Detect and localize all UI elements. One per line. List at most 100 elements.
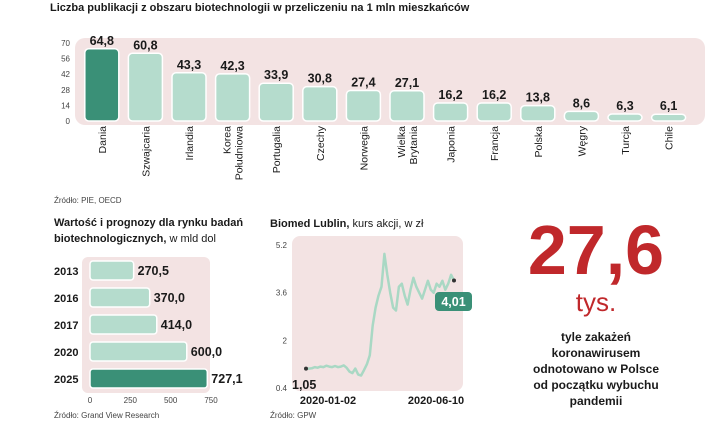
x-tick-label: 250: [124, 396, 138, 405]
bar: [84, 48, 120, 122]
stat-value: 27,6: [528, 211, 664, 289]
market-chart-title-line1: Wartość i prognozy dla rynku badań: [54, 217, 243, 229]
x-tick-label: 750: [204, 396, 218, 405]
category-label: Japonia: [446, 126, 458, 163]
bar-value-label: 42,3: [220, 59, 244, 73]
category-label: Norwegia: [358, 126, 370, 171]
y-tick-label: 0: [66, 117, 71, 126]
bar: [171, 72, 207, 122]
x-tick-label: 500: [164, 396, 178, 405]
bar: [520, 104, 556, 122]
stock-x-tick-start: 2020-01-02: [300, 395, 356, 407]
category-label: Szwajcaria: [140, 126, 152, 177]
stat-caption-line1: tyle zakażeń: [561, 330, 631, 344]
bar: [650, 113, 687, 122]
bar: [89, 368, 209, 389]
y-tick-label: 3.6: [276, 289, 288, 298]
bar: [89, 260, 135, 281]
publications-chart-title: Liczba publikacji z obszaru biotechnolog…: [50, 2, 470, 14]
category-label: Korea: [222, 126, 234, 154]
y-tick-label: 70: [61, 39, 70, 48]
year-label: 2016: [54, 293, 78, 305]
market-source: Źródło: Grand View Research: [54, 411, 159, 420]
bar-value-label: 64,8: [90, 34, 114, 48]
publications-source: Źródło: PIE, OECD: [54, 196, 122, 205]
category-label: Chile: [664, 126, 676, 150]
bar-value-label: 370,0: [154, 291, 185, 305]
publications-chart: Liczba publikacji z obszaru biotechnolog…: [50, 2, 705, 205]
bar: [302, 85, 338, 122]
category-label: Węgry: [576, 125, 588, 156]
covid-stat: 27,6 tys. tyle zakażeń koronawirusem odn…: [528, 211, 664, 408]
stock-chart-panel: [292, 236, 463, 391]
stock-price-line: [306, 252, 456, 377]
y-tick-label: 5.2: [276, 241, 288, 250]
y-tick-label: 42: [61, 70, 70, 79]
y-tick-label: 0.4: [276, 384, 288, 393]
market-bars: 2013 270,5 2016 370,0 2017 414,0 2020 600,0 2025…: [54, 260, 243, 389]
x-tick-label: 0: [88, 396, 93, 405]
stock-chart-title: Biomed Lublin, kurs akcji, w zł: [270, 218, 424, 230]
publications-value-labels: 64,8 60,8 43,3 42,3 33,9 30,8 27,4 27,1 16,2 16,2…: [90, 34, 678, 113]
y-tick-label: 2: [283, 336, 288, 345]
category-label: Czechy: [315, 125, 327, 161]
publications-categories: Dania Szwajcaria Irlandia Korea Południowa Po…: [97, 125, 676, 180]
publications-bars: [84, 48, 687, 122]
bar: [432, 102, 469, 122]
category-label: Wielka: [396, 126, 408, 158]
market-x-axis: 0 250 500 750: [88, 396, 218, 405]
category-label: Polska: [533, 126, 545, 158]
stat-caption-line2: koronawirusem: [552, 346, 641, 360]
stock-end-point: [452, 278, 456, 283]
stat-caption-line5: pandemii: [570, 394, 623, 408]
category-label: Dania: [97, 126, 109, 154]
bar: [563, 110, 600, 122]
bar-value-label: 270,5: [138, 264, 169, 278]
stock-source: Źródło: GPW: [270, 411, 317, 420]
bar: [258, 82, 294, 122]
category-label: Turcja: [620, 126, 632, 155]
stock-x-tick-end: 2020-06-10: [408, 395, 464, 407]
bar: [607, 113, 643, 122]
category-label: Portugalia: [271, 126, 283, 173]
category-label: Irlandia: [184, 126, 196, 161]
year-label: 2013: [54, 266, 78, 278]
stat-unit: tys.: [576, 287, 616, 317]
stock-start-label: 1,05: [292, 378, 316, 392]
bar-value-label: 16,2: [482, 88, 506, 102]
bar-value-label: 414,0: [161, 318, 192, 332]
year-label: 2020: [54, 347, 78, 359]
bar-value-label: 27,4: [351, 75, 375, 89]
category-label: Francja: [489, 126, 501, 161]
stock-start-point: [304, 366, 308, 371]
y-tick-label: 28: [61, 86, 70, 95]
bar-value-label: 43,3: [177, 58, 201, 72]
bar: [89, 341, 188, 362]
year-label: 2025: [54, 374, 78, 386]
category-label: Południowa: [234, 126, 246, 180]
bar-value-label: 8,6: [573, 96, 590, 110]
bar-value-label: 16,2: [438, 88, 462, 102]
publications-y-axis: 70 56 42 28 14 0: [61, 39, 70, 126]
bar-value-label: 6,1: [660, 99, 677, 113]
bar-value-label: 600,0: [191, 345, 222, 359]
market-chart: Wartość i prognozy dla rynku badań biote…: [54, 217, 243, 420]
stock-end-badge: [435, 292, 472, 311]
year-label: 2017: [54, 320, 78, 332]
bar-value-label: 33,9: [264, 68, 288, 82]
bar: [476, 102, 512, 122]
stock-y-axis: 5.2 3.6 2 0.4: [276, 241, 288, 393]
category-label: Brytania: [408, 126, 420, 165]
bar-value-label: 60,8: [133, 38, 157, 52]
stock-chart: Biomed Lublin, kurs akcji, w zł 5.23.620…: [270, 218, 472, 420]
stat-caption-line3: odnotowano w Polsce: [533, 362, 659, 376]
y-tick-label: 56: [61, 55, 70, 64]
bar-value-label: 727,1: [211, 372, 242, 386]
bar-value-label: 27,1: [395, 76, 419, 90]
bar: [345, 89, 382, 122]
bar: [89, 314, 158, 335]
bar: [127, 52, 164, 122]
bar-value-label: 30,8: [308, 72, 332, 86]
stat-caption-line4: od początku wybuchu: [533, 378, 658, 392]
